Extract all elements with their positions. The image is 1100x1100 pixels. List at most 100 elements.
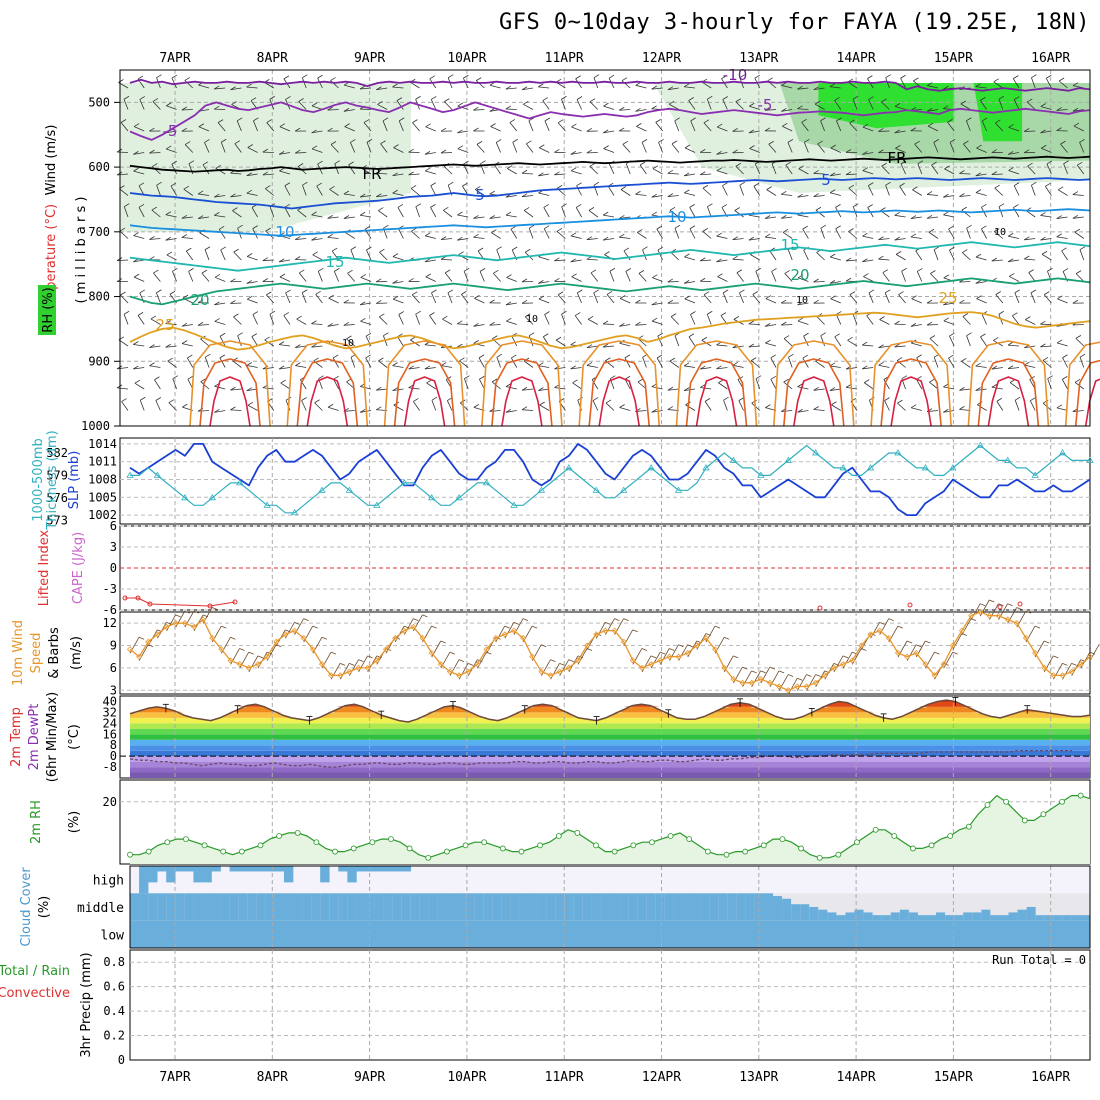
wind-barb-flag — [332, 354, 339, 359]
cloud-mid-bar — [646, 893, 656, 921]
wind10m-marker — [401, 627, 408, 634]
wind-barb — [542, 100, 550, 110]
wind-barb-flag — [265, 185, 271, 189]
wind10m-marker — [922, 661, 929, 668]
wind-barb-flag — [651, 105, 657, 110]
wind-barb-flag — [735, 98, 741, 103]
wind-barb-flag — [797, 301, 803, 306]
wind-barb-flag — [732, 149, 738, 154]
cloud-high-bar — [184, 866, 194, 872]
cloud-low-bar — [664, 920, 674, 948]
wind-barb — [749, 105, 760, 110]
cloud-low-bar — [954, 920, 964, 948]
wind-barb-flag — [721, 75, 727, 80]
temp-band — [130, 772, 1090, 778]
wind-barb — [561, 314, 566, 325]
wind-barb — [916, 379, 923, 390]
rh-marker — [1040, 811, 1047, 818]
cloud-mid-bar — [519, 893, 529, 921]
wind-barb-flag — [943, 317, 950, 322]
wind10m-barb-flag — [787, 674, 794, 677]
temp-tick-label: 16 — [103, 727, 117, 741]
wind-barb-flag — [475, 186, 481, 190]
wind-barb-flag — [593, 181, 600, 186]
wind-barb-flag — [1031, 181, 1037, 186]
wind-barb-flag — [820, 117, 826, 122]
wind10m-marker — [510, 627, 518, 634]
temp-band — [130, 728, 1090, 735]
ylabel-convective: Convective — [0, 986, 70, 1001]
wind-barb-flag — [156, 289, 162, 294]
wind-barb — [881, 101, 890, 110]
wind-barb — [750, 254, 761, 261]
wind-barb-flag — [738, 397, 745, 401]
wind-barb — [912, 189, 923, 196]
wind-barb-flag — [862, 167, 868, 171]
wind-barb — [123, 314, 129, 325]
wind-barb-flag — [689, 204, 695, 208]
wind-barb — [722, 292, 728, 304]
wind-barb — [849, 294, 858, 304]
wind-barb-flag — [797, 85, 803, 90]
wind-barb-flag — [543, 333, 549, 338]
wind-barb-flag — [521, 406, 528, 411]
wind-barb-flag — [197, 190, 204, 195]
cloud-high-bar — [202, 866, 212, 883]
wind-barb — [295, 259, 307, 261]
wind10m-marker — [849, 657, 856, 664]
wind-barb — [1047, 378, 1052, 390]
wind-barb — [885, 185, 890, 196]
wind-barb-flag — [376, 169, 382, 174]
wind-barb — [732, 258, 744, 261]
thickness-marker — [866, 464, 875, 471]
cloud-mid-bg — [863, 893, 873, 921]
wind-barb-flag — [570, 365, 576, 370]
cloud-low-bar — [727, 920, 738, 948]
wind-barb-flag — [900, 74, 906, 79]
wind-barb-flag — [867, 75, 873, 79]
wind-barb-flag — [524, 248, 531, 253]
slp-tick-label: 1005 — [88, 490, 117, 504]
wind10m-marker — [766, 679, 774, 686]
wind-barb — [619, 407, 631, 411]
cloud-mid-bar — [229, 893, 239, 921]
wind-barb — [868, 292, 874, 304]
wind-barb-flag — [172, 375, 178, 380]
warm-cell-contour — [286, 340, 369, 427]
wind-barb-flag — [343, 215, 350, 219]
cloud-low-bar — [1062, 920, 1073, 948]
wind-barb-flag — [311, 211, 317, 216]
wind-barb — [901, 271, 906, 282]
wind-barb — [684, 86, 696, 89]
wind-barb-flag — [237, 224, 243, 229]
wind-barb — [150, 318, 161, 325]
wind-barb — [608, 163, 615, 175]
wind-barb-flag — [1047, 375, 1053, 380]
wind-barb — [463, 271, 469, 282]
cloud-mid-bar — [483, 893, 493, 921]
bottom-date-label: 9APR — [354, 1070, 385, 1085]
wind10m-marker — [593, 631, 600, 638]
wind-barb-flag — [491, 229, 497, 233]
wind-barb-flag — [701, 336, 708, 341]
wind-barb-flag — [848, 184, 855, 189]
wind-barb-flag — [732, 255, 738, 260]
cloud-mid-bar — [773, 896, 783, 921]
wind-barb-flag — [327, 322, 333, 327]
cloud-low-bar — [365, 920, 375, 948]
wind-barb-flag — [734, 207, 740, 211]
cloud-mid-bg — [981, 893, 991, 921]
wind-barb — [133, 367, 145, 370]
wind-barb-flag — [378, 207, 384, 211]
wind-barb — [656, 228, 663, 239]
wind-barb — [900, 163, 906, 175]
thickness-marker — [949, 464, 957, 471]
wind-barb-flag — [247, 401, 254, 406]
wind-barb — [505, 195, 517, 198]
wind-barb-flag — [464, 375, 470, 380]
wind-barb-flag — [214, 85, 220, 90]
wind-barb — [915, 250, 923, 261]
rh-marker — [854, 839, 860, 846]
cloud-mid-bar — [763, 893, 774, 921]
